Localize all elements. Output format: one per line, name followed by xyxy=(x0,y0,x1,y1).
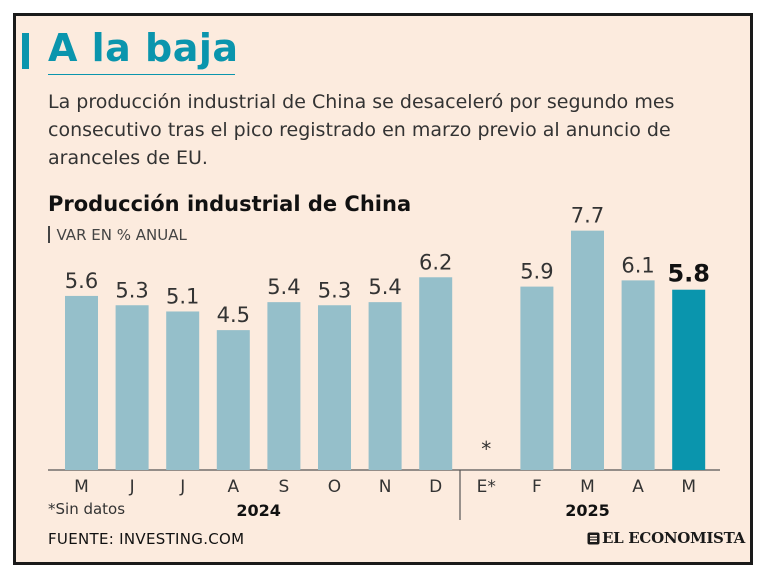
chart-title: Producción industrial de China xyxy=(48,192,412,216)
year-label: 2025 xyxy=(565,501,610,520)
brand-name: EL ECONOMISTA xyxy=(602,529,745,547)
bar xyxy=(65,295,98,470)
bar xyxy=(368,302,402,470)
x-tick-label: D xyxy=(429,477,442,497)
chart-subtitle-text: VAR EN % ANUAL xyxy=(56,226,187,244)
bar xyxy=(672,289,706,470)
x-tick-label: S xyxy=(279,477,290,497)
data-label: * xyxy=(481,437,491,461)
data-label: 6.2 xyxy=(419,250,452,274)
x-tick-label: M xyxy=(681,477,696,497)
x-tick-label: F xyxy=(532,477,542,497)
bar xyxy=(318,305,351,470)
data-label: 5.3 xyxy=(115,278,148,302)
bar xyxy=(621,280,655,470)
x-tick-label: A xyxy=(227,477,239,497)
bar xyxy=(166,311,200,470)
source-text: FUENTE: INVESTING.COM xyxy=(48,530,245,548)
bar xyxy=(115,305,149,470)
data-label: 6.1 xyxy=(621,253,654,277)
page-title: A la baja xyxy=(48,26,239,70)
newspaper-logo-icon xyxy=(587,532,600,545)
data-label: 5.9 xyxy=(520,260,553,284)
title-accent-bar xyxy=(22,33,29,69)
x-tick-label: J xyxy=(129,477,135,497)
bar xyxy=(267,302,301,470)
description: La producción industrial de China se des… xyxy=(48,91,675,169)
title-underline xyxy=(48,74,235,75)
x-tick-label: N xyxy=(379,477,392,497)
chart-subtitle: VAR EN % ANUAL xyxy=(48,226,187,244)
bar xyxy=(419,277,453,470)
x-tick-label: E* xyxy=(477,477,496,497)
x-tick-label: J xyxy=(179,477,185,497)
data-label: 5.8 xyxy=(667,260,710,288)
bar xyxy=(571,230,604,470)
data-label: 5.3 xyxy=(318,278,351,302)
data-label: 5.1 xyxy=(166,284,199,308)
data-label: 7.7 xyxy=(571,204,604,228)
x-tick-label: M xyxy=(580,477,595,497)
year-label: 2024 xyxy=(236,501,281,520)
subtitle-separator xyxy=(48,226,50,243)
no-data-note: *Sin datos xyxy=(48,500,126,518)
data-label: 5.4 xyxy=(368,275,401,299)
data-label: 5.6 xyxy=(65,269,98,293)
bar xyxy=(216,330,250,470)
data-label: 4.5 xyxy=(217,303,250,327)
x-tick-label: M xyxy=(74,477,89,497)
x-tick-label: A xyxy=(632,477,644,497)
bar xyxy=(520,286,554,470)
data-label: 5.4 xyxy=(267,275,300,299)
x-tick-label: O xyxy=(328,477,341,497)
